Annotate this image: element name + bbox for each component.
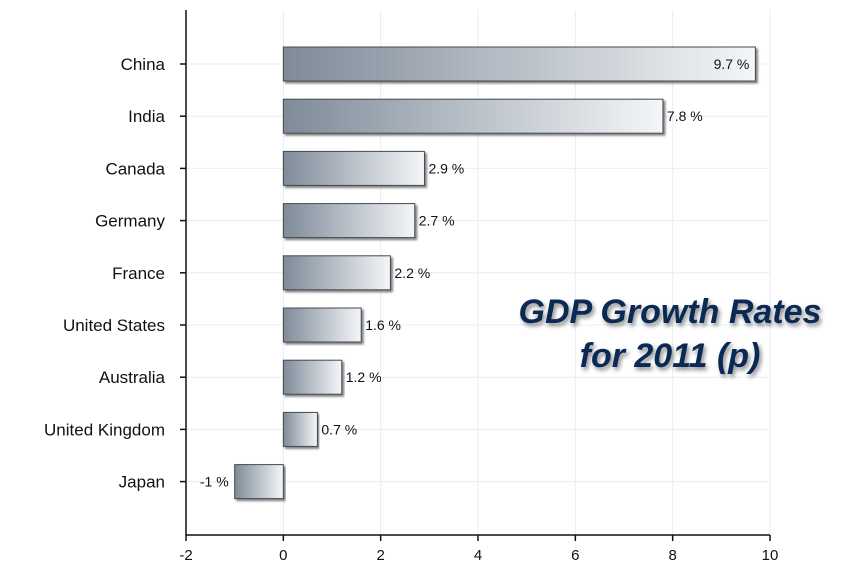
chart-title: GDP Growth Rates for 2011 (p) (470, 290, 866, 378)
category-label: United States (63, 316, 165, 335)
data-label: -1 % (200, 474, 229, 490)
data-label: 2.2 % (394, 265, 430, 281)
x-tick-label: 0 (279, 547, 287, 564)
bar-germany (282, 203, 416, 239)
data-label: 7.8 % (667, 108, 703, 124)
category-label: France (112, 264, 165, 283)
bar-japan (234, 464, 284, 500)
bar-india (282, 98, 664, 134)
axes (180, 10, 771, 541)
data-label: 0.7 % (321, 421, 357, 437)
labels: 9.7 % 7.8 % 2.9 % 2.7 % 2.2 % 1.6 % 1.2 % 0.7 %… (44, 55, 778, 564)
x-tick-label: -2 (179, 547, 192, 564)
bar-australia (282, 359, 343, 395)
category-label: Australia (99, 368, 166, 387)
data-label: 9.7 % (714, 56, 750, 72)
x-tick-label: 6 (571, 547, 579, 564)
x-tick-label: 2 (376, 547, 384, 564)
x-tick-label: 8 (668, 547, 676, 564)
chart-title-line-1: GDP Growth Rates (518, 293, 822, 331)
category-label: United Kingdom (44, 420, 165, 439)
category-label: China (121, 55, 166, 74)
x-tick-label: 10 (762, 547, 779, 564)
data-label: 2.9 % (428, 160, 464, 176)
data-label: 1.2 % (346, 369, 382, 385)
bar-china (282, 46, 756, 82)
data-label: 2.7 % (419, 213, 455, 229)
bar-france (282, 255, 391, 291)
category-label: Japan (119, 473, 165, 492)
chart-title-line-2: for 2011 (p) (579, 337, 761, 375)
gridlines (185, 10, 771, 535)
x-tick-label: 4 (474, 547, 482, 564)
bars (234, 46, 756, 500)
category-label: Canada (105, 159, 165, 178)
bar-canada (282, 150, 425, 186)
data-label: 1.6 % (365, 317, 401, 333)
category-label: India (128, 107, 165, 126)
category-label: Germany (95, 212, 165, 231)
bar-united-kingdom (282, 411, 318, 447)
bar-united-states (282, 307, 362, 343)
